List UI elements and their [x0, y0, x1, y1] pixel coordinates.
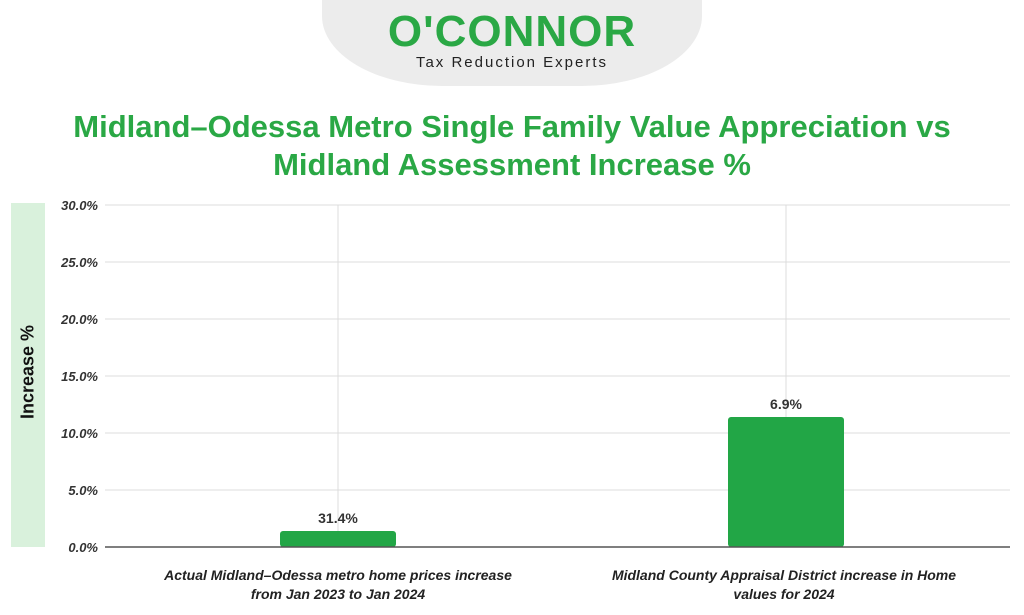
category-label-0: Actual Midland–Odessa metro home prices …: [164, 567, 512, 602]
y-tick-label: 20.0%: [60, 312, 98, 327]
y-tick-label: 0.0%: [68, 540, 98, 555]
bar-1: [728, 417, 844, 547]
data-label-0: 31.4%: [318, 510, 358, 526]
data-label-1: 6.9%: [770, 396, 802, 412]
chart-title: Midland–Odessa Metro Single Family Value…: [73, 109, 951, 182]
logo-banner: O'CONNOR Tax Reduction Experts: [322, 0, 702, 86]
category-label-1: Midland County Appraisal District increa…: [611, 567, 957, 602]
y-axis-label-band: [11, 203, 45, 547]
bar-0: [280, 531, 396, 547]
y-tick-label: 5.0%: [68, 483, 98, 498]
y-tick-label: 10.0%: [61, 426, 98, 441]
logo-tagline: Tax Reduction Experts: [415, 54, 609, 71]
y-tick-label: 15.0%: [61, 369, 98, 384]
logo-brand: O'CONNOR: [387, 7, 637, 56]
y-tick-label: 30.0%: [61, 198, 98, 213]
y-tick-label: 25.0%: [60, 255, 98, 270]
